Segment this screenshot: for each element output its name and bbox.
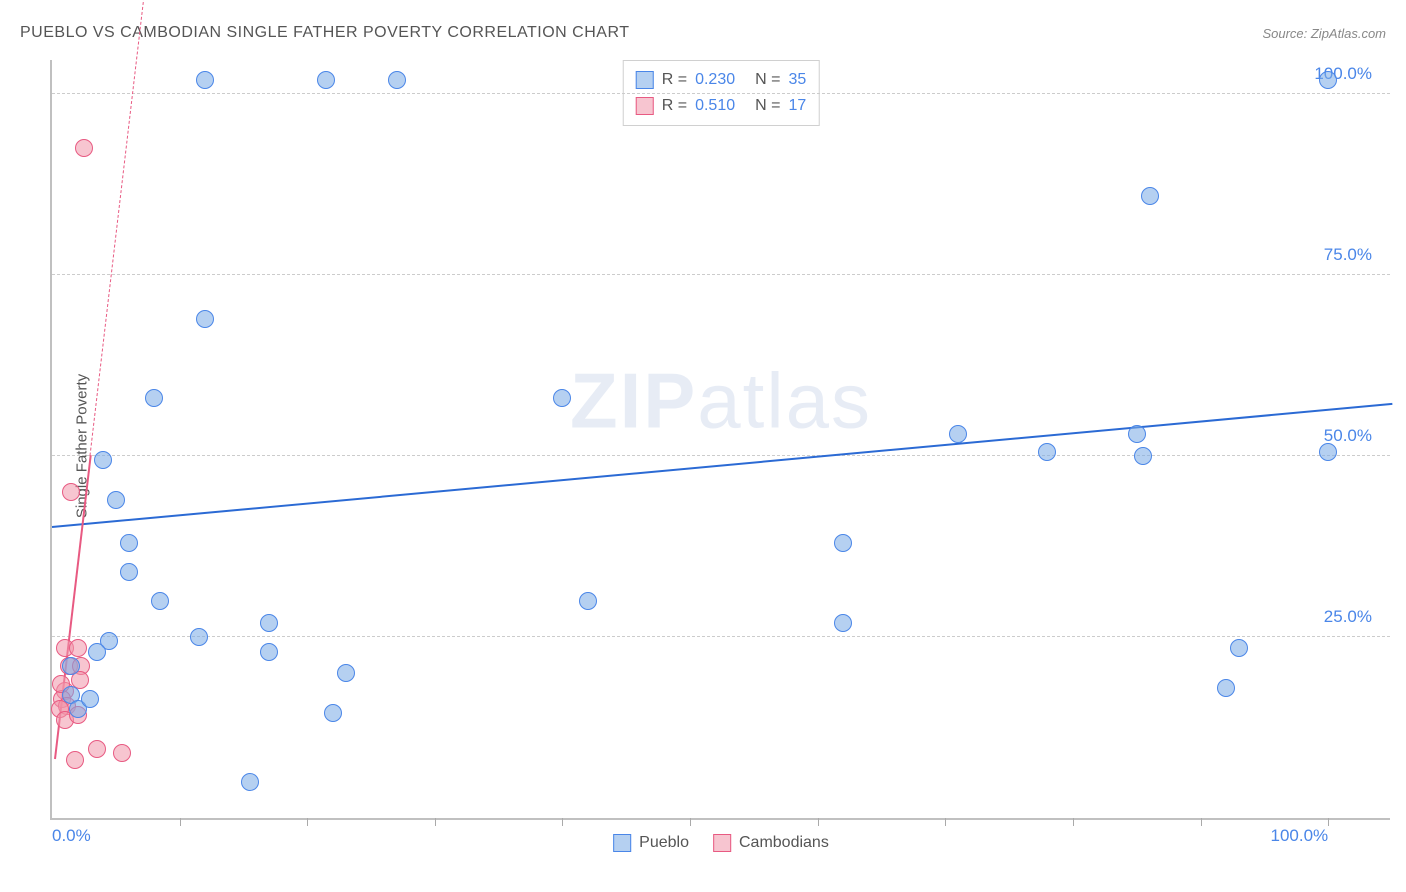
legend-r-label: R = [662, 67, 687, 93]
pueblo-point [260, 643, 278, 661]
pueblo-point [241, 773, 259, 791]
pueblo-point [107, 491, 125, 509]
pueblo-point [260, 614, 278, 632]
grid-line [52, 455, 1390, 456]
x-tick [945, 818, 946, 826]
chart-title: PUEBLO VS CAMBODIAN SINGLE FATHER POVERT… [20, 24, 629, 42]
legend-r-value: 0.510 [695, 93, 735, 119]
legend-row: R = 0.230 N = 35 [636, 67, 807, 93]
cambodians-point [113, 744, 131, 762]
scatter-plot-area: ZIPatlas R = 0.230N = 35R = 0.510N = 17 … [50, 60, 1390, 820]
chart-source: Source: ZipAtlas.com [1262, 26, 1386, 41]
legend-series: Pueblo Cambodians [613, 834, 829, 852]
pueblo-point [120, 563, 138, 581]
pueblo-point [94, 451, 112, 469]
x-tick [690, 818, 691, 826]
pueblo-point [1038, 443, 1056, 461]
y-tick-label: 25.0% [1324, 607, 1372, 627]
pueblo-point [324, 704, 342, 722]
x-tick [180, 818, 181, 826]
chart-header: PUEBLO VS CAMBODIAN SINGLE FATHER POVERT… [20, 18, 1386, 48]
pueblo-point [88, 643, 106, 661]
legend-n-value: 17 [788, 93, 806, 119]
pueblo-point [145, 389, 163, 407]
legend-series-item: Pueblo [613, 834, 689, 852]
legend-n-label: N = [755, 93, 780, 119]
pueblo-point [196, 71, 214, 89]
pueblo-point [553, 389, 571, 407]
pueblo-point [317, 71, 335, 89]
pueblo-point [1319, 443, 1337, 461]
x-tick [1201, 818, 1202, 826]
pueblo-point [579, 592, 597, 610]
x-tick [307, 818, 308, 826]
legend-swatch [636, 71, 654, 89]
pueblo-point [1141, 187, 1159, 205]
legend-n-label: N = [755, 67, 780, 93]
legend-swatch [713, 834, 731, 852]
grid-line [52, 274, 1390, 275]
pueblo-point [1217, 679, 1235, 697]
legend-series-item: Cambodians [713, 834, 829, 852]
pueblo-point [1128, 425, 1146, 443]
x-tick [1073, 818, 1074, 826]
legend-r-value: 0.230 [695, 67, 735, 93]
cambodians-point [69, 639, 87, 657]
legend-r-label: R = [662, 93, 687, 119]
x-tick [818, 818, 819, 826]
grid-line [52, 93, 1390, 94]
legend-n-value: 35 [788, 67, 806, 93]
pueblo-point [1319, 71, 1337, 89]
x-tick [1328, 818, 1329, 826]
y-tick-label: 75.0% [1324, 245, 1372, 265]
cambodians-point [66, 751, 84, 769]
watermark: ZIPatlas [570, 356, 872, 447]
x-tick [562, 818, 563, 826]
legend-swatch [636, 97, 654, 115]
x-tick-label: 100.0% [1271, 826, 1329, 846]
pueblo-point [190, 628, 208, 646]
pueblo-point [949, 425, 967, 443]
cambodians-point [88, 740, 106, 758]
cambodians-point [62, 483, 80, 501]
legend-series-label: Cambodians [739, 834, 829, 852]
legend-series-label: Pueblo [639, 834, 689, 852]
pueblo-point [337, 664, 355, 682]
x-tick [435, 818, 436, 826]
pueblo-point [388, 71, 406, 89]
trend-line [90, 0, 168, 456]
pueblo-point [120, 534, 138, 552]
trend-line [52, 403, 1392, 528]
legend-row: R = 0.510 N = 17 [636, 93, 807, 119]
cambodians-point [75, 139, 93, 157]
pueblo-point [834, 614, 852, 632]
pueblo-point [62, 657, 80, 675]
pueblo-point [196, 310, 214, 328]
pueblo-point [1230, 639, 1248, 657]
pueblo-point [834, 534, 852, 552]
legend-swatch [613, 834, 631, 852]
pueblo-point [151, 592, 169, 610]
pueblo-point [1134, 447, 1152, 465]
x-tick-label: 0.0% [52, 826, 91, 846]
grid-line [52, 636, 1390, 637]
pueblo-point [81, 690, 99, 708]
